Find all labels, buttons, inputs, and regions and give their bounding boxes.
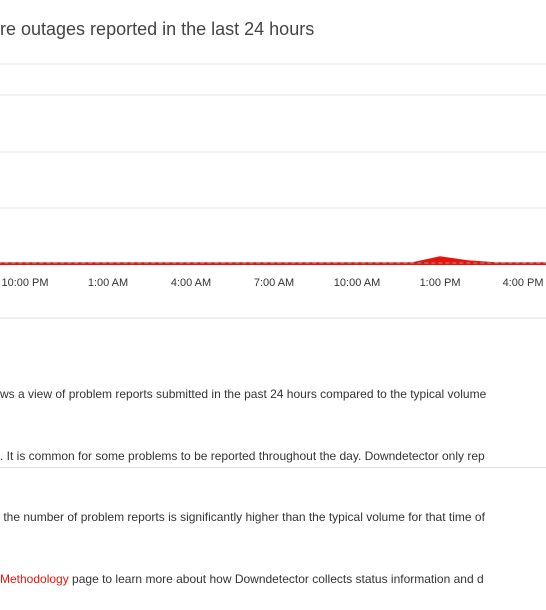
description: ws a view of problem reports submitted i…	[0, 343, 546, 610]
x-tick-label: 1:00 AM	[88, 277, 128, 289]
x-tick-label: 10:00 PM	[1, 277, 48, 289]
description-text: page to learn more about how Downdetecto…	[68, 571, 484, 586]
x-tick-label: 4:00 PM	[503, 277, 544, 289]
methodology-link[interactable]: Methodology	[0, 571, 69, 586]
chart: re outages reported in the last 24 hours…	[0, 19, 546, 319]
page: re outages reported in the last 24 hours…	[0, 18, 546, 586]
description-line: ws a view of problem reports submitted i…	[0, 387, 487, 401]
chart-title: re outages reported in the last 24 hours	[0, 19, 314, 39]
description-line: Methodology page to learn more about how…	[0, 569, 546, 590]
x-tick-label: 1:00 PM	[420, 277, 461, 289]
separator	[0, 467, 546, 468]
description-line: the number of problem reports is signifi…	[0, 510, 485, 524]
description-line: . It is common for some problems to be r…	[0, 448, 485, 463]
x-tick-label: 4:00 AM	[171, 277, 211, 289]
x-tick-label: 7:00 AM	[254, 277, 294, 289]
x-tick-label: 10:00 AM	[334, 277, 380, 289]
